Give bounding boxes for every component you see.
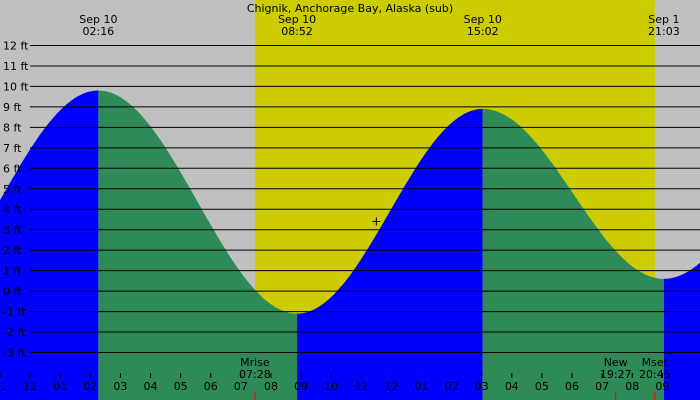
extreme-date-label: Sep 10 bbox=[79, 13, 117, 26]
hour-tick-label: 06 bbox=[565, 380, 579, 393]
event-label: New bbox=[604, 356, 628, 369]
y-tick-label: 5 ft bbox=[3, 183, 22, 196]
hour-tick-label: 08 bbox=[264, 380, 278, 393]
current-time-marker bbox=[372, 217, 381, 226]
y-tick-label: 4 ft bbox=[3, 203, 22, 216]
event-time-label: 19:27 bbox=[600, 368, 632, 381]
hour-tick-label: 12 bbox=[23, 380, 37, 393]
y-tick-label: -2 ft bbox=[3, 326, 26, 339]
y-tick-label: 3 ft bbox=[3, 224, 22, 237]
rising-tide-area bbox=[297, 108, 483, 400]
hour-tick-label: 08 bbox=[625, 380, 639, 393]
y-tick-label: 12 ft bbox=[3, 39, 29, 52]
y-tick-label: 0 ft bbox=[3, 285, 22, 298]
hour-tick-label: 07 bbox=[234, 380, 248, 393]
extreme-time-label: 15:02 bbox=[467, 25, 499, 38]
event-time-label: 07:28 bbox=[239, 368, 271, 381]
y-tick-label: 7 ft bbox=[3, 142, 22, 155]
event-label: Mrise bbox=[240, 356, 270, 369]
y-tick-label: -3 ft bbox=[3, 347, 26, 360]
extreme-time-label: 02:16 bbox=[82, 25, 114, 38]
hour-tick-label: 11 bbox=[354, 380, 368, 393]
hour-tick-label: 06 bbox=[204, 380, 218, 393]
chart-title: Chignik, Anchorage Bay, Alaska (sub) bbox=[247, 2, 453, 15]
y-tick-label: 8 ft bbox=[3, 121, 22, 134]
extreme-time-label: 08:52 bbox=[281, 25, 313, 38]
label-layer: 12 ft 11 ft 10 ft 9 ft 8 ft 7 ft 6 ft 5 ft 4 ft 3… bbox=[0, 13, 680, 393]
hour-tick-label: 03 bbox=[475, 380, 489, 393]
y-tick-label: 6 ft bbox=[3, 162, 22, 175]
hour-tick-label: 02 bbox=[83, 380, 97, 393]
event-label: Mset bbox=[642, 356, 669, 369]
hour-tick-label: 05 bbox=[535, 380, 549, 393]
event-time-label: 20:45 bbox=[639, 368, 671, 381]
tide-area-layer bbox=[0, 90, 700, 400]
extreme-date-label: Sep 10 bbox=[464, 13, 502, 26]
hour-tick-label: 09 bbox=[294, 380, 308, 393]
extreme-time-label: 21:03 bbox=[648, 25, 680, 38]
y-tick-label: 9 ft bbox=[3, 101, 22, 114]
hour-tick-label: 12 bbox=[384, 380, 398, 393]
hour-tick-label: 05 bbox=[174, 380, 188, 393]
extreme-date-label: Sep 10 bbox=[278, 13, 316, 26]
y-tick-label: 2 ft bbox=[3, 244, 22, 257]
hour-tick-label: 09 bbox=[655, 380, 669, 393]
hour-tick-label: 01 bbox=[415, 380, 429, 393]
hour-tick-label: 01 bbox=[53, 380, 67, 393]
hour-tick-label: 07 bbox=[595, 380, 609, 393]
y-tick-label: -1 ft bbox=[3, 306, 26, 319]
hour-tick-label: 04 bbox=[505, 380, 519, 393]
rising-tide-area bbox=[663, 262, 700, 400]
hour-tick-label: 04 bbox=[144, 380, 158, 393]
falling-tide-area bbox=[482, 108, 664, 400]
y-tick-label: 11 ft bbox=[3, 60, 29, 73]
hour-tick-label: 10 bbox=[324, 380, 338, 393]
extreme-date-label: Sep 1 bbox=[648, 13, 679, 26]
hour-tick-label: 11 bbox=[0, 380, 7, 393]
y-tick-label: 10 ft bbox=[3, 80, 29, 93]
grid-layer bbox=[0, 44, 700, 400]
hour-tick-label: 03 bbox=[113, 380, 127, 393]
y-tick-label: 1 ft bbox=[3, 265, 22, 278]
hour-tick-label: 02 bbox=[445, 380, 459, 393]
